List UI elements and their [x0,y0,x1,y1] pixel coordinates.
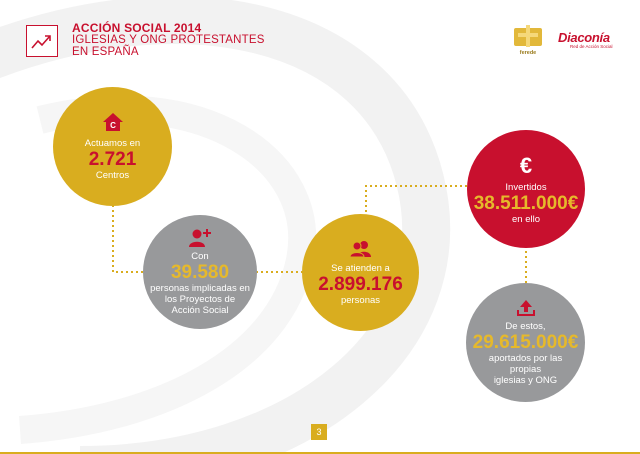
personas-implicadas-pre: Con [191,251,209,262]
personas-atendidas-circle: Se atienden a 2.899.176 personas [302,214,419,331]
euro-icon: € [519,152,533,178]
page-subtitle: IGLESIAS Y ONG PROTESTANTES [72,34,265,46]
home-icon: C [102,113,123,131]
page-subtitle-2: EN ESPAÑA [72,46,139,58]
personas-implicadas-value: 39.580 [170,262,230,283]
invertidos-circle: € Invertidos 38.511.000€ en ello [467,130,585,248]
trending-up-icon [26,25,58,57]
personas-atendidas-post: personas [340,294,381,306]
diaconia-name: Diaconía [558,30,610,45]
svg-text:C: C [110,121,116,130]
add-user-icon [189,229,211,247]
centros-circle: C Actuamos en 2.721 Centros [53,87,172,206]
personas-implicadas-line-2: los Proyectos de [164,294,236,305]
diaconia-tagline: Red de Acción Social [570,44,613,49]
page-title: ACCIÓN SOCIAL 2014 [72,21,202,35]
page-number: 3 [311,424,327,440]
invertidos-value: 38.511.000€ [473,192,579,214]
personas-implicadas-circle: Con 39.580 personas implicadas en los Pr… [143,215,257,329]
invertidos-post: en ello [512,213,540,225]
ferede-logo: ferede [510,24,546,58]
aportados-line-2: propias [509,364,542,375]
header: ACCIÓN SOCIAL 2014 IGLESIAS Y ONG PROTES… [72,22,265,58]
centros-pre: Actuamos en [84,138,141,149]
ferede-label: ferede [519,50,537,56]
aportados-line-1: aportados por las [488,353,563,364]
personas-atendidas-value: 2.899.176 [318,273,403,295]
bottom-divider [0,452,640,454]
personas-implicadas-line-3: Acción Social [171,305,229,316]
aportados-circle: De estos, 29.615.000€ aportados por las … [466,283,585,402]
diaconia-logo: Diaconía Red de Acción Social [558,30,620,49]
aportados-pre: De estos, [505,321,546,332]
personas-implicadas-line-1: personas implicadas en [150,283,250,294]
personas-atendidas-pre: Se atienden a [331,262,390,274]
aportados-value: 29.615.000€ [472,332,579,353]
centros-post: Centros [95,170,130,181]
upload-icon [516,300,535,316]
invertidos-pre: Invertidos [505,181,547,193]
users-icon [348,240,371,257]
centros-value: 2.721 [88,149,137,170]
aportados-line-3: iglesias y ONG [493,375,558,386]
